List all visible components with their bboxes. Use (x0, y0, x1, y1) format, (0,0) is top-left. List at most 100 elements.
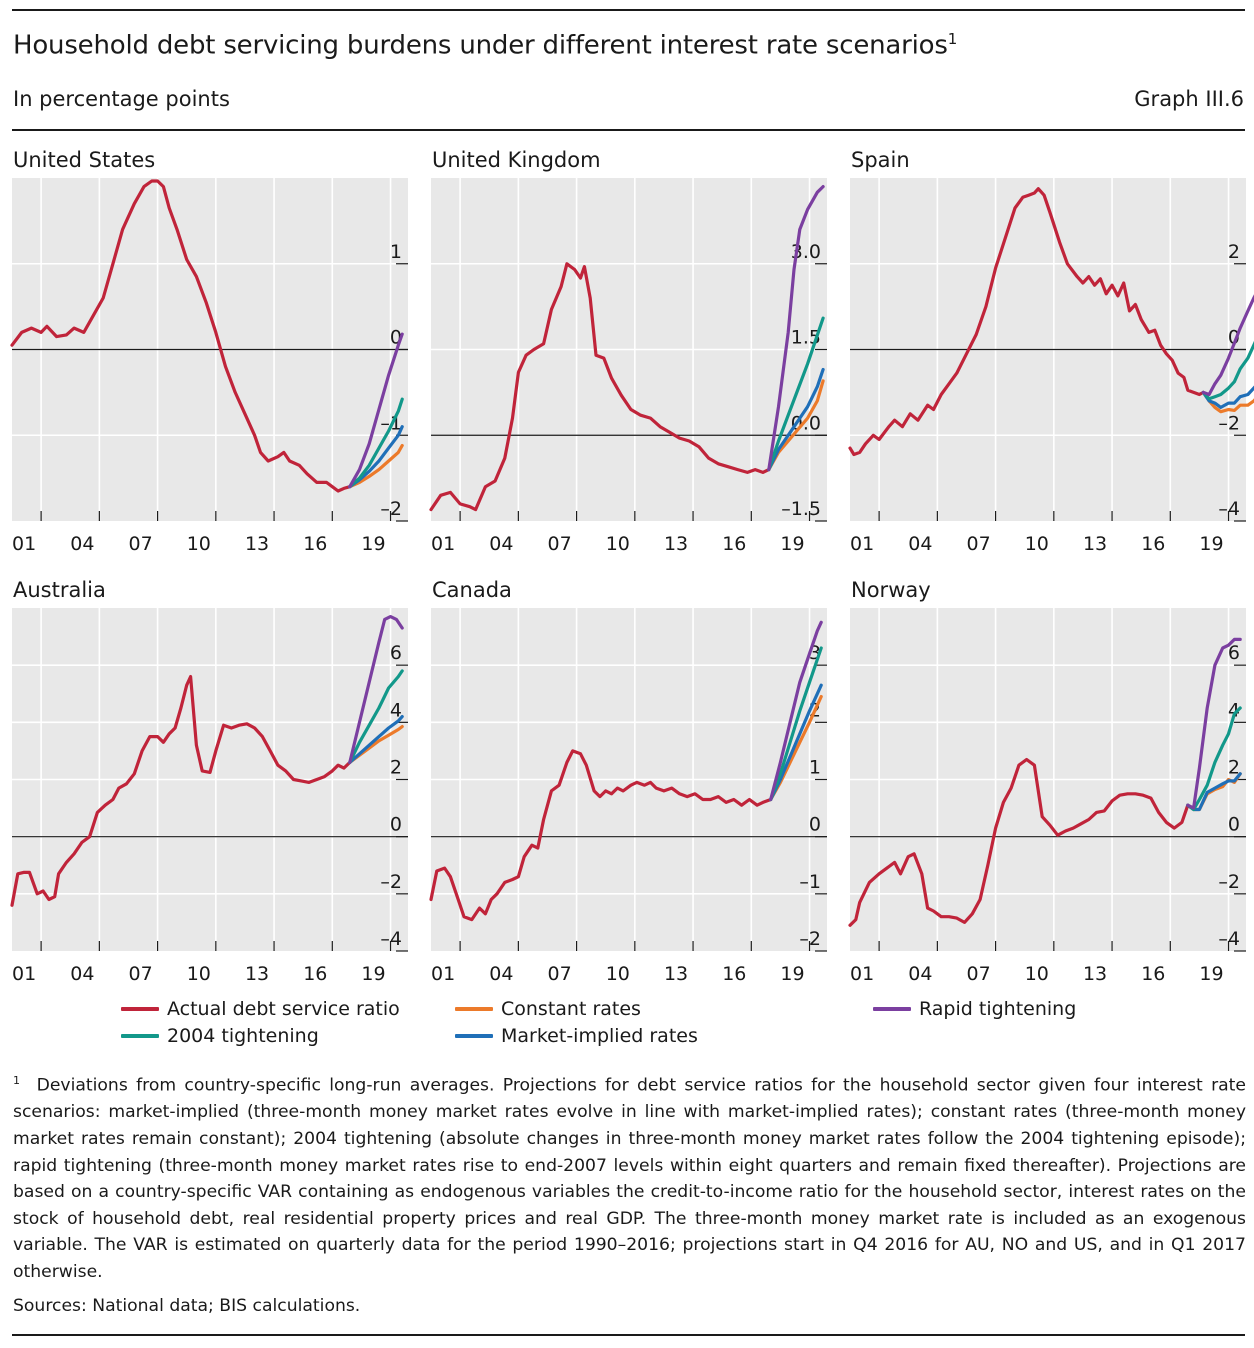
series-line-rapid (1186, 637, 1242, 810)
x-tick-label: 04 (908, 963, 932, 985)
x-tick-label: 16 (303, 533, 327, 555)
legend-item-2004: 2004 tightening (121, 1025, 319, 1047)
legend-swatch-actual (121, 1007, 159, 1011)
x-tick-label: 07 (547, 533, 571, 555)
x-tick-label: 19 (1199, 963, 1223, 985)
x-tick-label: 04 (70, 533, 94, 555)
x-tick-label: 10 (606, 533, 630, 555)
graph-title: Household debt servicing burdens under d… (13, 30, 958, 61)
legend-swatch-rapid (873, 1007, 911, 1011)
legend-swatch-constant (455, 1007, 493, 1011)
footnote: 1 Deviations from country-specific long-… (13, 1068, 1246, 1285)
y-tick-label: –2 (380, 498, 402, 520)
x-tick-label: 07 (128, 533, 152, 555)
y-tick-label: 0 (809, 814, 821, 836)
x-tick-label: 07 (966, 533, 990, 555)
x-tick-label: 16 (303, 963, 327, 985)
x-tick-label: 04 (489, 533, 513, 555)
series-line-tight2004 (348, 669, 404, 764)
x-tick-label: 19 (780, 963, 804, 985)
series-line-constant (348, 443, 404, 489)
legend-label-rapid: Rapid tightening (919, 998, 1077, 1020)
legend-label-actual: Actual debt service ratio (167, 998, 400, 1020)
series-line-actual (848, 187, 1205, 457)
series-line-rapid (1201, 294, 1254, 397)
y-tick-label: 6 (390, 642, 402, 664)
y-tick-label: –2 (1218, 412, 1240, 434)
x-tick-label: 19 (780, 533, 804, 555)
x-tick-label: 10 (606, 963, 630, 985)
y-tick-label: –4 (380, 928, 402, 950)
legend-label-constant: Constant rates (501, 998, 641, 1020)
y-tick-label: –4 (1218, 498, 1240, 520)
legend-swatch-market (455, 1034, 493, 1038)
panel-norway: Norway 01 04 07 10 13 16 19 –4 –2 0 2 4 6 (848, 578, 1246, 985)
x-tick-label: 19 (1199, 533, 1223, 555)
series-line-rapid (767, 185, 825, 472)
x-tick-label: 16 (1141, 963, 1165, 985)
y-tick-label: 4 (1228, 699, 1240, 721)
x-tick-label: 04 (489, 963, 513, 985)
y-tick-label: 1 (390, 241, 402, 263)
header-rule (12, 129, 1245, 131)
panel-australia: Australia 01 04 07 10 13 16 19 –4 –2 0 2 4 6 (10, 578, 408, 985)
x-tick-label: 01 (850, 963, 874, 985)
series-line-market (1201, 385, 1254, 409)
series-line-actual (10, 179, 352, 493)
x-tick-label: 04 (908, 533, 932, 555)
y-tick-label: 2 (1228, 757, 1240, 779)
y-tick-label: 2 (390, 757, 402, 779)
series-line-actual (429, 262, 771, 512)
series-line-rapid (348, 615, 404, 764)
x-tick-label: 19 (361, 533, 385, 555)
series-line-market (348, 715, 404, 764)
y-tick-label: 0 (1228, 814, 1240, 836)
x-tick-label: 13 (664, 533, 688, 555)
legend-swatch-2004 (121, 1034, 159, 1038)
y-tick-label: 0 (390, 814, 402, 836)
y-tick-label: –2 (799, 928, 821, 950)
x-tick-label: 13 (245, 533, 269, 555)
panel-title: Norway (851, 578, 931, 602)
legend-item-actual: Actual debt service ratio (121, 998, 400, 1020)
series-line-rapid (348, 332, 404, 489)
series-line-market (767, 367, 825, 472)
y-tick-label: 6 (1228, 642, 1240, 664)
bottom-rule (12, 1334, 1245, 1336)
y-tick-label: 4 (390, 699, 402, 721)
series-line-tight2004 (769, 646, 823, 802)
series-line-market (769, 683, 823, 802)
y-tick-label: –1 (799, 871, 821, 893)
x-tick-label: 01 (12, 533, 36, 555)
legend-label-market: Market-implied rates (501, 1025, 698, 1047)
x-tick-label: 13 (245, 963, 269, 985)
y-tick-label: –1.5 (781, 498, 821, 520)
x-tick-label: 16 (722, 533, 746, 555)
graph-number: Graph III.6 (1134, 87, 1244, 111)
legend-item-rapid: Rapid tightening (873, 998, 1076, 1020)
x-tick-label: 16 (1141, 533, 1165, 555)
y-tick-label: 2 (1228, 241, 1240, 263)
series-line-rapid (769, 620, 823, 802)
legend-item-constant: Constant rates (455, 998, 641, 1020)
y-tick-label: –2 (380, 871, 402, 893)
top-rule (12, 9, 1245, 11)
panel-title: Canada (432, 578, 512, 602)
series-line-constant (1201, 390, 1254, 414)
sources: Sources: National data; BIS calculations… (13, 1296, 361, 1316)
series-line-market (1186, 772, 1242, 812)
legend-label-2004: 2004 tightening (167, 1025, 319, 1047)
title-footnote-mark: 1 (947, 30, 958, 48)
y-tick-label: –2 (1218, 871, 1240, 893)
footnote-text: Deviations from country-specific long-ru… (13, 1075, 1246, 1282)
y-tick-label: 1 (809, 757, 821, 779)
x-tick-label: 07 (547, 963, 571, 985)
x-tick-label: 01 (431, 533, 455, 555)
x-tick-label: 13 (1083, 963, 1107, 985)
footnote-mark: 1 (13, 1074, 20, 1087)
graph-subtitle: In percentage points (13, 87, 230, 111)
series-line-tight2004 (348, 397, 404, 489)
